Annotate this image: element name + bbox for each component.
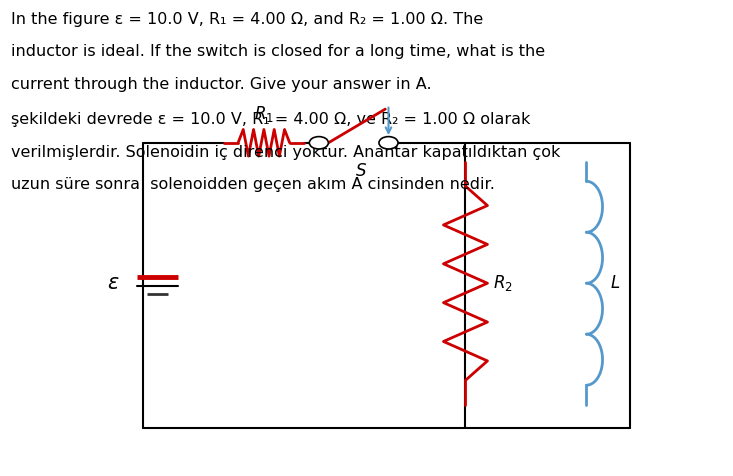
Text: şekildeki devrede ε = 10.0 V, R₁ = 4.00 Ω, ve R₂ = 1.00 Ω olarak: şekildeki devrede ε = 10.0 V, R₁ = 4.00 … (11, 112, 531, 127)
Text: In the figure ε = 10.0 V, R₁ = 4.00 Ω, and R₂ = 1.00 Ω. The: In the figure ε = 10.0 V, R₁ = 4.00 Ω, a… (11, 12, 483, 27)
Text: current through the inductor. Give your answer in A.: current through the inductor. Give your … (11, 77, 432, 92)
Text: $L$: $L$ (610, 274, 620, 292)
Text: $\varepsilon$: $\varepsilon$ (107, 273, 120, 293)
Text: S: S (356, 162, 366, 180)
Text: $R_1$: $R_1$ (254, 104, 274, 124)
Circle shape (379, 137, 398, 149)
Text: uzun süre sonra  solenoidden geçen akım A cinsinden nedir.: uzun süre sonra solenoidden geçen akım A… (11, 177, 495, 192)
Text: $R_2$: $R_2$ (493, 273, 513, 293)
Circle shape (309, 137, 328, 149)
Text: verilmişlerdir. Solenoidin iç direnci yoktur. Anahtar kapatıldıktan çok: verilmişlerdir. Solenoidin iç direnci yo… (11, 145, 560, 159)
Text: inductor is ideal. If the switch is closed for a long time, what is the: inductor is ideal. If the switch is clos… (11, 44, 545, 60)
